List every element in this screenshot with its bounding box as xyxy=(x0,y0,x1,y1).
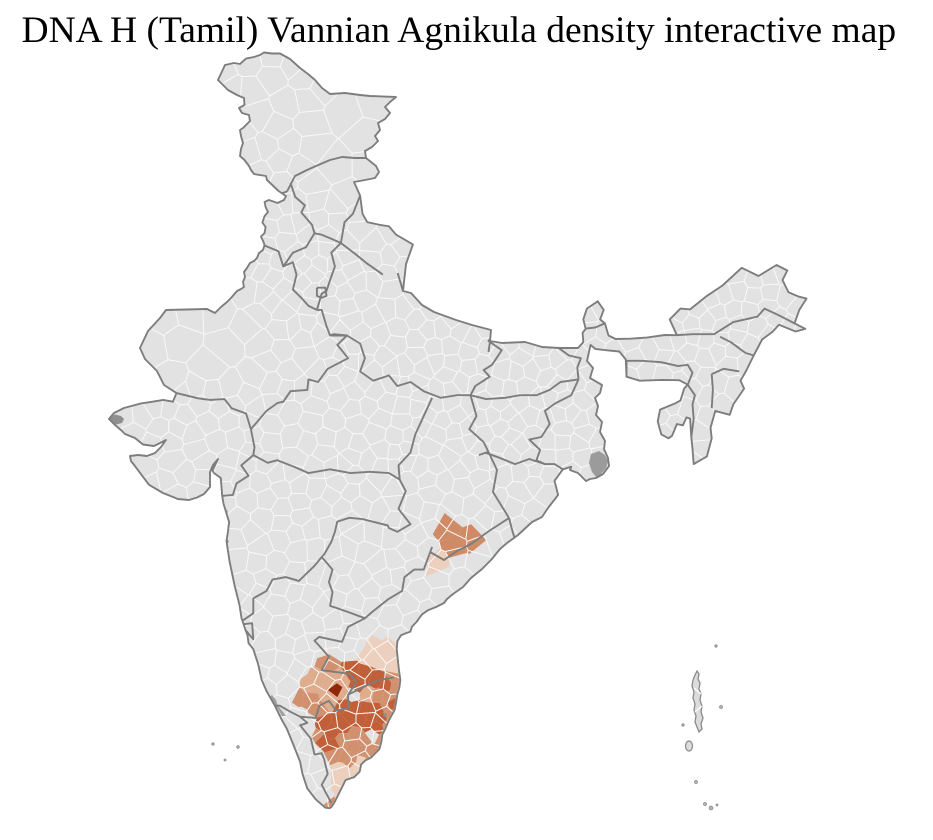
svg-text:DNA H (Tamil) Vannian Agnikula: DNA H (Tamil) Vannian Agnikula density i… xyxy=(22,10,897,51)
